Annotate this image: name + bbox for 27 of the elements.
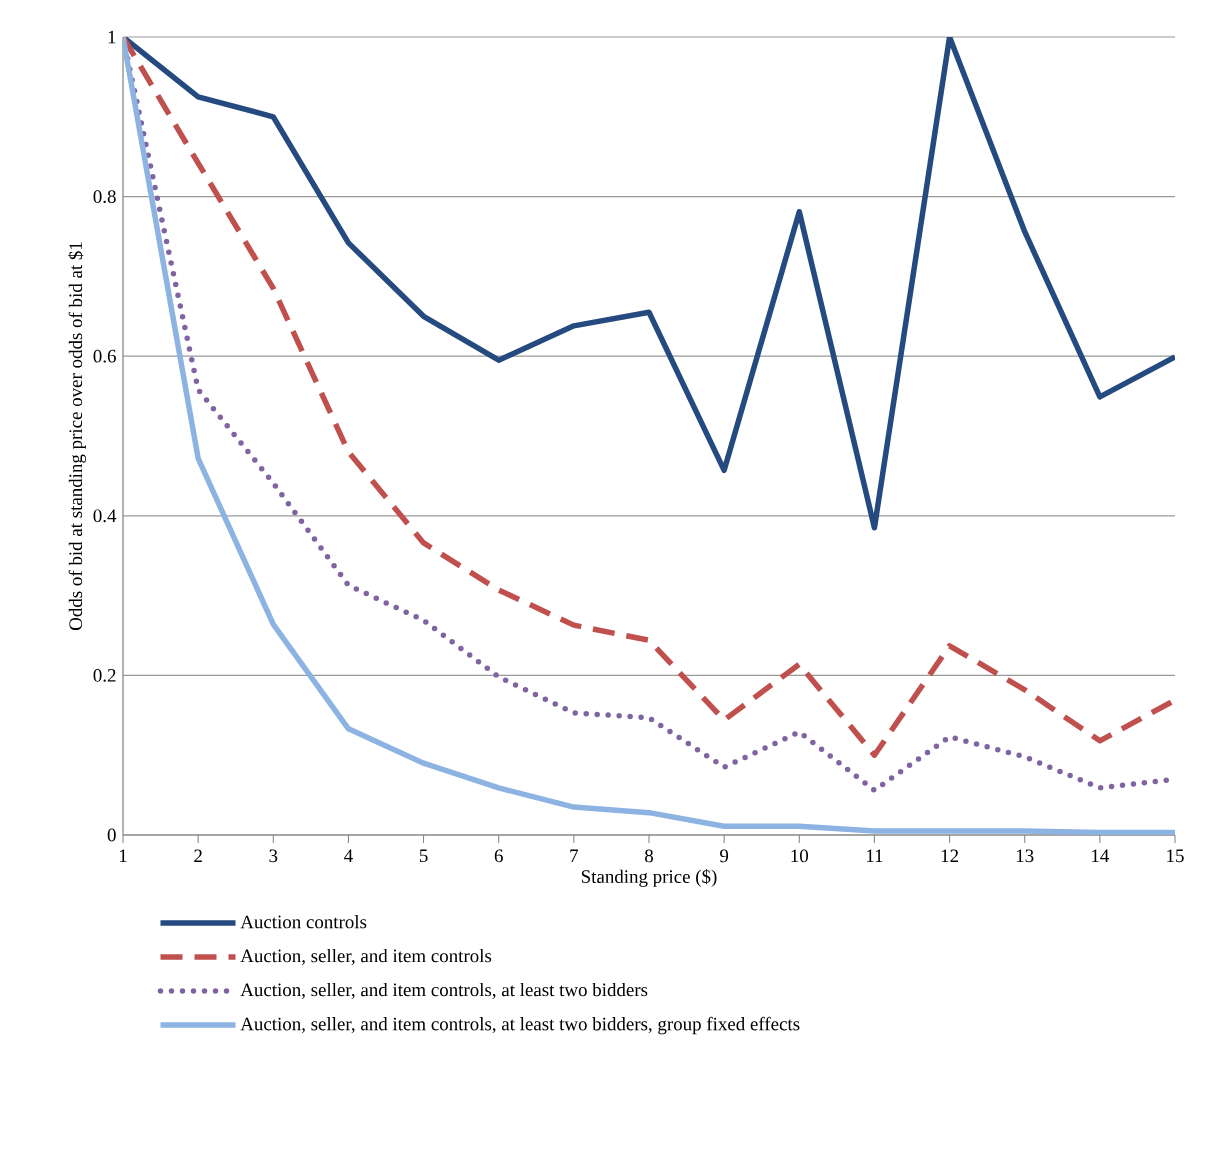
- x-tick-label: 13: [1016, 849, 1034, 863]
- y-tick-label: 0.2: [93, 668, 116, 682]
- x-tick-label: 4: [344, 849, 353, 862]
- legend-label: Auction, seller, and item controls, at least two bidders: [240, 982, 648, 999]
- x-tick-label: 8: [644, 849, 654, 863]
- y-tick-label: 0.8: [93, 190, 116, 204]
- x-tick-label: 6: [494, 849, 503, 863]
- y-tick-label: 1: [108, 30, 116, 44]
- x-tick-label: 5: [419, 849, 428, 863]
- y-tick-label: 0.6: [93, 349, 116, 363]
- x-tick-label: 14: [1092, 849, 1110, 862]
- legend-label: Auction, seller, and item controls: [240, 948, 492, 965]
- x-tick-label: 11: [866, 849, 883, 862]
- x-tick-label: 9: [720, 849, 729, 863]
- y-tick-label: 0.4: [93, 509, 117, 523]
- x-tick-label: 1: [119, 849, 127, 862]
- x-tick-label: 3: [269, 849, 278, 863]
- x-tick-label: 7: [570, 849, 579, 862]
- y-axis-title: Odds of bid at standing price over odds of bid at $1: [68, 242, 87, 630]
- x-tick-label: 10: [791, 849, 809, 863]
- legend-label: Auction controls: [240, 915, 367, 929]
- x-tick-label: 15: [1167, 849, 1184, 863]
- x-axis-title: Standing price ($): [581, 869, 717, 887]
- legend-label: Auction, seller, and item controls, at least two bidders, group fixed effects: [240, 1016, 800, 1035]
- x-tick-label: 12: [941, 849, 958, 863]
- y-tick-label: 0: [107, 828, 116, 842]
- x-tick-label: 2: [194, 849, 202, 863]
